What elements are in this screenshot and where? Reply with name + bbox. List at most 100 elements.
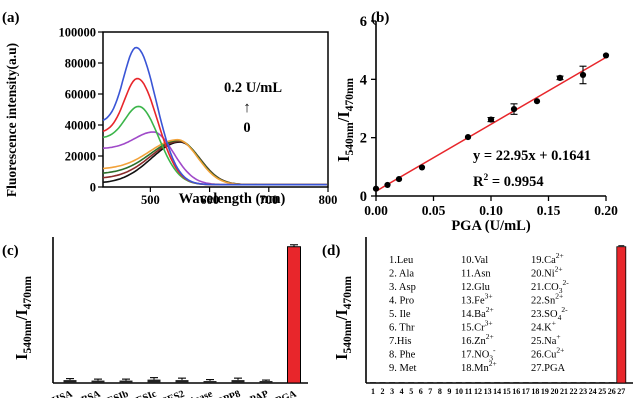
panel-d-legend-item: 19.Ca2+ [531, 251, 564, 266]
panel-b-label: (b) [371, 10, 389, 26]
panel-d-legend-item: 16.Zn2+ [461, 332, 494, 347]
panel-a-ytick-label: 100000 [59, 26, 97, 40]
panel-d-bar [475, 382, 482, 383]
panel-d-legend-item: 2. Ala [389, 269, 414, 280]
panel-c: (c) I540nm/I470nm HSA BSACESIbCESIcCES2Li… [2, 237, 308, 398]
panel-d: (d) I540nm/I470nm 1.Leu 2. Ala 3. Asp 4. Pr… [322, 237, 633, 396]
panel-d-bar [427, 382, 434, 383]
panel-d-category-label: 18 [531, 387, 539, 396]
panel-d-legend-item: 22.Sn2+ [531, 292, 563, 307]
panel-c-category-label: PAP [249, 389, 270, 398]
panel-d-category-label: 6 [419, 387, 423, 396]
panel-d-legend-item: 8. Phe [389, 350, 416, 361]
panel-d-legend-item: 4. Pro [389, 296, 414, 307]
panel-d-category-label: 23 [579, 387, 587, 396]
panel-c-category-label: PGA [274, 388, 298, 398]
panel-a-xtick-label: 700 [259, 193, 278, 207]
panel-d-bar [551, 382, 558, 383]
panel-c-axes [52, 237, 308, 384]
panel-d-legend-item: 13.Fe3+ [461, 292, 493, 307]
panel-c-bar [147, 377, 161, 383]
panel-d-bar [408, 382, 415, 383]
panel-d-legend-item: 23.SO42- [531, 305, 568, 322]
panel-c-category-label: Lipase [184, 388, 215, 398]
panel-d-legend-item: 1.Leu [389, 255, 414, 266]
panel-d-category-label: 7 [428, 387, 432, 396]
panel-d-category-label: 12 [474, 387, 482, 396]
panel-d-category-label: 19 [541, 387, 549, 396]
panel-d-legend: 1.Leu 2. Ala 3. Asp 4. Pro 5. Ile 6. Thr 7.His… [389, 251, 569, 374]
panel-d-legend-item: 20.Ni2+ [531, 265, 563, 280]
panel-d-bar [379, 382, 386, 383]
panel-b-data-point [464, 133, 472, 141]
panel-d-legend-item: 3. Asp [389, 282, 416, 293]
panel-b-data-point [579, 71, 587, 79]
panel-b-data-point [602, 52, 610, 59]
panel-a-annotation-top: 0.2 U/mL [224, 80, 282, 96]
panel-c-category-label: HSA [51, 388, 75, 398]
panel-b-xticks: 0.00 0.05 0.10 0.15 0.20 [364, 196, 618, 218]
panel-c-label: (c) [2, 243, 19, 259]
panel-c-bar [287, 244, 301, 384]
panel-a-xlabel: Wavelength (nm) [179, 191, 286, 207]
panel-a-ytick-label: 80000 [65, 57, 96, 71]
panel-d-category-label: 5 [409, 387, 413, 396]
panel-d-category-label: 20 [550, 387, 558, 396]
panel-d-bar [616, 245, 627, 384]
panel-b-ytick-label: 4 [360, 72, 367, 88]
panel-d-legend-item: 25.Na+ [531, 332, 561, 347]
panel-c-bar [259, 379, 273, 383]
panel-a-xtick-label: 500 [141, 193, 160, 207]
panel-c-ylabel: I540nm/I470nm [12, 276, 34, 360]
panel-c-category-label: CESIb [99, 388, 130, 398]
panel-c-bar [175, 377, 189, 383]
panel-c-bar [203, 379, 217, 383]
panel-a-ytick-label: 20000 [65, 150, 96, 164]
panel-d-bar [599, 382, 606, 383]
panel-d-category-label: 3 [390, 387, 394, 396]
panel-d-legend-item: 14.Ba2+ [461, 305, 494, 320]
panel-d-bar [484, 382, 491, 383]
panel-b-equation: y = 22.95x + 0.1641 [473, 148, 591, 164]
panel-a-series-7 [102, 77, 327, 186]
panel-c-category-label: BSA [80, 388, 103, 398]
panel-b-points [372, 52, 610, 192]
panel-b-xtick-label: 0.20 [594, 203, 618, 218]
panel-c-category-label: DPP8 [215, 389, 242, 398]
panel-d-legend-item: 5. Ile [389, 309, 411, 320]
panel-c-category-label: CES2 [159, 389, 186, 398]
panel-c-bars [63, 244, 301, 384]
panel-d-bar [541, 382, 548, 383]
panel-a-xticks: 500 600 700 800 [141, 187, 337, 207]
panel-c-category-labels: HSA BSACESIbCESIcCES2LipaseDPP8 PAP PGA [51, 388, 299, 398]
panel-d-category-label: 24 [589, 387, 597, 396]
panel-d-bar [446, 382, 453, 383]
panel-b-data-point [510, 105, 518, 113]
panel-a: (a) Fluorescence intensity(a.u) Waveleng… [2, 10, 337, 207]
panel-a-ylabel: Fluorescence intensity(a.u) [4, 43, 19, 197]
panel-b-data-point [418, 164, 426, 171]
panel-d-category-label: 15 [503, 387, 511, 396]
panel-d-category-label: 9 [447, 387, 451, 396]
panel-d-label: (d) [322, 243, 340, 259]
panel-b-ytick-label: 6 [360, 14, 367, 30]
panel-d-legend-item: 26.Cu2+ [531, 346, 564, 361]
panel-d-legend-item: 18.Mn2+ [461, 359, 497, 374]
panel-b-axes [375, 21, 606, 197]
panel-d-bar [570, 382, 577, 383]
panel-d-bar [532, 382, 539, 383]
panel-d-bar [455, 382, 462, 383]
panel-b-data-point [533, 98, 541, 105]
panel-d-legend-item: 27.PGA [531, 363, 566, 374]
panel-d-legend-item: 24.K+ [531, 319, 556, 334]
panel-c-bar [119, 378, 133, 383]
panel-c-bar [91, 378, 105, 383]
panel-d-legend-item: 7.His [389, 336, 411, 347]
panel-d-category-label: 10 [455, 387, 463, 396]
panel-a-annotation-bottom: 0 [243, 120, 250, 136]
panel-d-bar [389, 382, 396, 383]
panel-d-bar [503, 382, 510, 383]
panel-d-category-label: 22 [570, 387, 578, 396]
panel-a-ytick-label: 60000 [65, 88, 96, 102]
